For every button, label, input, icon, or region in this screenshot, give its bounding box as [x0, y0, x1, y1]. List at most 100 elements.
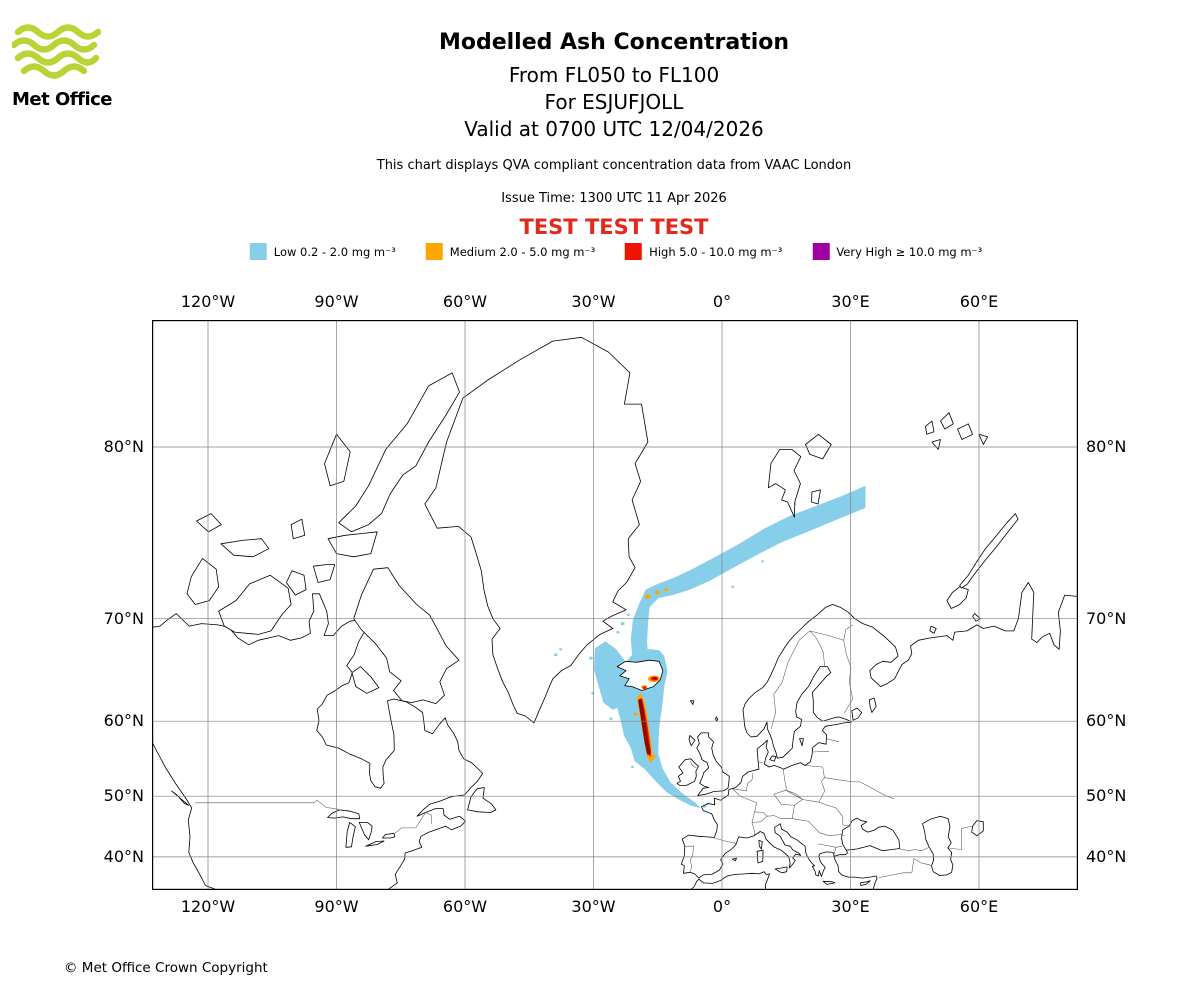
country-border — [899, 847, 930, 851]
coastline-island — [327, 809, 361, 820]
legend-swatch — [625, 243, 643, 260]
country-border — [732, 788, 758, 812]
coastline-island — [767, 449, 802, 518]
lon-tick-label-top: 120°W — [180, 292, 236, 311]
ash-plume-low-speckle — [620, 622, 625, 626]
coastline-island — [290, 518, 306, 540]
country-border — [824, 777, 894, 800]
coastline-island — [799, 738, 804, 747]
lat-tick-label-left: 40°N — [103, 846, 144, 866]
coastline — [689, 871, 770, 890]
copyright-notice: © Met Office Crown Copyright — [64, 960, 268, 976]
coastline-island — [811, 489, 821, 505]
map-frame — [152, 320, 1078, 890]
country-border — [817, 843, 843, 848]
coastline-island — [171, 790, 190, 806]
coastline-island — [353, 567, 460, 704]
ash-plume-low-speckle — [731, 585, 735, 588]
test-banner: TEST TEST TEST — [519, 215, 709, 239]
ash-plume-low-speckle — [609, 717, 613, 720]
met-office-logo: Met Office — [10, 24, 122, 110]
subtitle-volcano: For ESJUFJOLL — [544, 90, 684, 114]
country-border — [947, 825, 973, 850]
lat-tick-label-right: 80°N — [1086, 436, 1127, 456]
coastline-island — [931, 439, 941, 450]
coastline-layer — [152, 336, 1078, 890]
ash-plume-low-speckle — [589, 656, 593, 660]
legend: Low 0.2 - 2.0 mg m⁻³ Medium 2.0 - 5.0 mg … — [249, 243, 983, 260]
coastline-island — [196, 513, 222, 533]
coastline — [152, 741, 219, 890]
coastline-island — [758, 840, 763, 850]
coastline-island — [851, 707, 863, 721]
subtitle-flight-levels: From FL050 to FL100 — [508, 63, 720, 87]
lon-tick-label-bottom: 0° — [712, 897, 732, 916]
coastline-island — [841, 817, 901, 852]
ash-plume-medium-dot — [633, 712, 638, 716]
coastline-island — [959, 513, 1019, 589]
coastline-island — [313, 564, 336, 583]
country-border — [683, 845, 695, 873]
country-border — [809, 630, 826, 667]
legend-swatch — [249, 243, 267, 260]
coastline-island — [186, 558, 220, 605]
country-border — [766, 815, 781, 819]
ash-plume-medium-dot — [652, 755, 656, 758]
ash-plume-medium-dot — [654, 590, 660, 595]
coastline-island — [351, 666, 380, 694]
lon-tick-label-top: 60°W — [442, 292, 488, 311]
coastline-island — [822, 880, 836, 885]
legend-swatch — [812, 243, 830, 260]
lon-tick-label-bottom: 30°W — [571, 897, 616, 916]
volcano-source-core — [653, 677, 657, 680]
ash-plume-low-speckle — [761, 560, 765, 563]
country-border — [314, 799, 339, 810]
legend-item: High 5.0 - 10.0 mg m⁻³ — [625, 243, 782, 260]
lon-tick-label-bottom: 120°W — [180, 897, 236, 916]
country-border — [751, 811, 756, 836]
lat-tick-label-left: 60°N — [103, 711, 144, 731]
lon-tick-label-top: 30°E — [831, 292, 870, 311]
lon-tick-label-bottom: 30°E — [831, 897, 870, 916]
legend-item: Medium 2.0 - 5.0 mg m⁻³ — [425, 243, 596, 260]
ash-plume-low — [630, 485, 866, 659]
met-office-waves-icon — [10, 24, 102, 79]
country-border — [780, 818, 820, 833]
lat-tick-label-right: 40°N — [1086, 846, 1127, 866]
coastline-island — [218, 574, 292, 635]
coastline — [152, 593, 483, 890]
map-canvas — [152, 320, 1078, 890]
page-title: Modelled Ash Concentration — [438, 30, 790, 55]
legend-item: Low 0.2 - 2.0 mg m⁻³ — [249, 243, 396, 260]
lat-tick-label-left: 50°N — [103, 786, 144, 806]
coastline-island — [689, 700, 695, 705]
coastline-island — [946, 586, 969, 609]
lat-tick-label-left: 70°N — [103, 608, 144, 628]
ash-plume-low-speckle — [663, 784, 668, 787]
country-border — [833, 847, 837, 856]
legend-label: Very High ≥ 10.0 mg m⁻³ — [836, 244, 983, 259]
coastline-island — [925, 420, 935, 435]
country-border — [771, 630, 810, 729]
legend-label: Low 0.2 - 2.0 mg m⁻³ — [273, 244, 396, 259]
coastline-island — [220, 538, 270, 558]
coastline-island — [922, 815, 954, 876]
qva-description: This chart displays QVA compliant concen… — [376, 158, 852, 173]
country-border — [690, 760, 697, 768]
country-border — [785, 789, 819, 803]
country-border — [812, 750, 830, 753]
coastline-island — [940, 412, 954, 430]
coastline-island — [971, 820, 984, 837]
graticule-layer — [152, 320, 1078, 890]
issue-time: Issue Time: 1300 UTC 11 Apr 2026 — [501, 191, 727, 206]
country-border — [818, 766, 826, 803]
lon-tick-label-top: 90°W — [314, 292, 359, 311]
country-border — [843, 624, 853, 714]
legend-label: Medium 2.0 - 5.0 mg m⁻³ — [449, 244, 596, 259]
coastline-island — [978, 433, 988, 445]
coastline-island — [869, 697, 877, 713]
ash-plume-medium-dot — [644, 594, 651, 599]
coastline — [698, 823, 835, 879]
lon-tick-label-top: 60°E — [959, 292, 999, 311]
lon-tick-label-bottom: 60°W — [442, 897, 488, 916]
